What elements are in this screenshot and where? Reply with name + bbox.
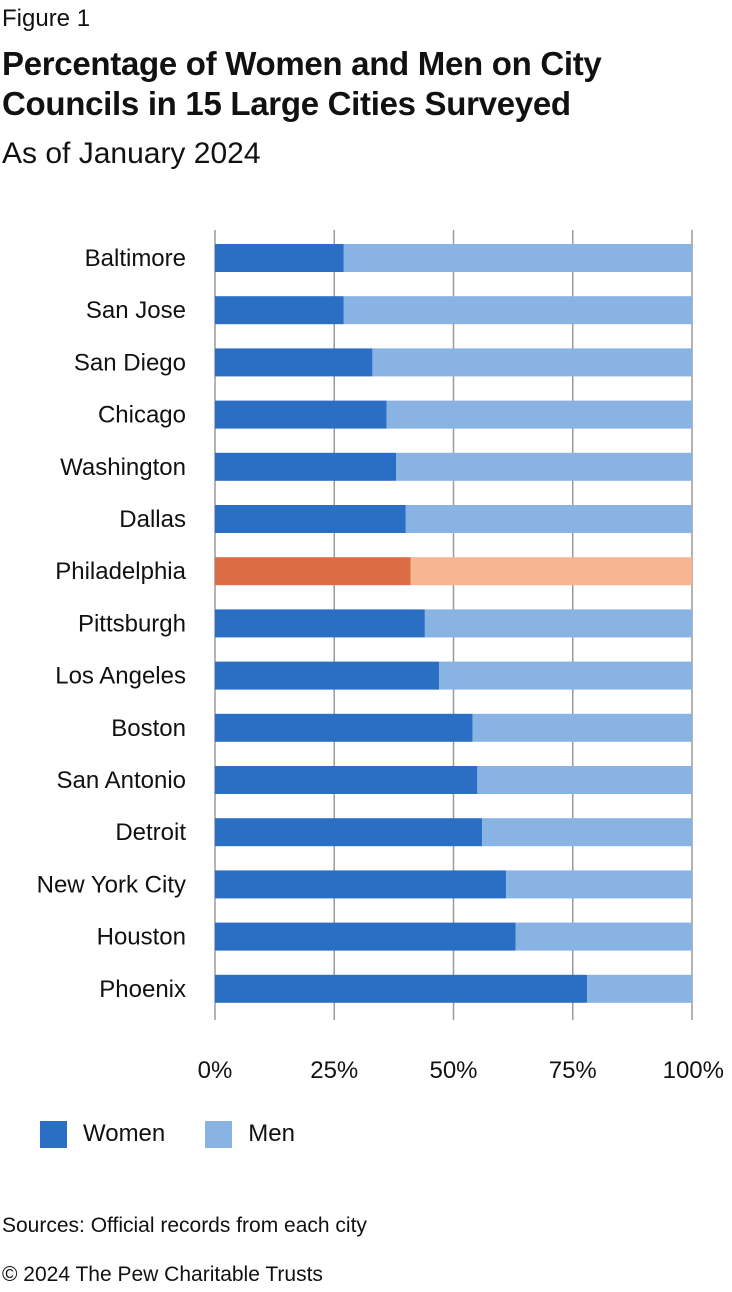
- category-label: San Antonio: [57, 767, 186, 794]
- bar-women-detroit: [215, 818, 483, 847]
- category-label: San Diego: [74, 349, 186, 376]
- bar-men-dallas: [405, 505, 692, 533]
- bar-men-philadelphia: [410, 557, 692, 586]
- bar-women-dallas: [215, 505, 406, 533]
- figure-label: Figure 1: [2, 5, 91, 32]
- bar-women-pittsburgh: [215, 609, 425, 638]
- x-tick-label: 75%: [549, 1057, 597, 1084]
- copyright-note: © 2024 The Pew Charitable Trusts: [2, 1263, 323, 1286]
- bar-women-boston: [215, 713, 473, 742]
- bar-men-san-antonio: [477, 766, 692, 794]
- category-label: Los Angeles: [55, 663, 186, 690]
- bar-men-los-angeles: [439, 661, 692, 690]
- bar-women-philadelphia: [215, 557, 411, 586]
- bar-women-phoenix: [215, 974, 588, 1003]
- category-label: New York City: [37, 871, 186, 898]
- legend-swatch-women: [40, 1120, 67, 1148]
- source-note: Sources: Official records from each city: [2, 1214, 367, 1237]
- x-tick-label: 25%: [310, 1057, 358, 1084]
- category-label: Pittsburgh: [78, 610, 186, 637]
- bar-men-chicago: [386, 400, 692, 429]
- bar-women-san-antonio: [215, 766, 478, 794]
- legend: Women Men: [40, 1120, 335, 1148]
- chart-subtitle: As of January 2024: [2, 137, 261, 170]
- category-label: Chicago: [98, 402, 186, 429]
- bar-women-houston: [215, 922, 516, 951]
- bar-women-san-diego: [215, 348, 373, 377]
- bar-women-san-jose: [215, 296, 344, 325]
- x-axis-ticks: 0% 25% 50% 75% 100%: [198, 1057, 724, 1084]
- bar-men-houston: [515, 922, 692, 951]
- x-tick-label: 0%: [198, 1057, 233, 1084]
- bar-women-los-angeles: [215, 661, 440, 690]
- category-label: Detroit: [115, 819, 186, 846]
- legend-label-women: Women: [83, 1120, 166, 1147]
- bar-men-detroit: [482, 818, 692, 847]
- x-tick-label: 50%: [429, 1057, 477, 1084]
- chart-title: Percentage of Women and Men on City Coun…: [2, 45, 602, 122]
- bar-men-baltimore: [343, 244, 692, 272]
- category-label: San Jose: [86, 297, 186, 324]
- category-label: Dallas: [119, 506, 186, 533]
- bar-women-chicago: [215, 400, 387, 429]
- category-label: Houston: [97, 924, 186, 951]
- bars: [215, 244, 692, 1003]
- bar-women-washington: [215, 452, 397, 481]
- category-label: Boston: [111, 715, 186, 742]
- bar-men-san-jose: [343, 296, 692, 325]
- bar-men-san-diego: [372, 348, 692, 377]
- category-labels: Baltimore San Jose San Diego Chicago Washing…: [37, 245, 187, 1003]
- stacked-bar-chart: Baltimore San Jose San Diego Chicago Washing…: [37, 230, 724, 1084]
- bar-men-phoenix: [587, 974, 692, 1003]
- legend-item-women: Women: [40, 1120, 165, 1148]
- bar-women-baltimore: [215, 244, 344, 272]
- bar-men-washington: [396, 452, 692, 481]
- bar-men-pittsburgh: [424, 609, 692, 638]
- legend-label-men: Men: [248, 1120, 295, 1147]
- bar-men-new-york-city: [505, 870, 692, 899]
- category-label: Baltimore: [85, 245, 186, 272]
- bar-women-new-york-city: [215, 870, 506, 899]
- legend-item-men: Men: [205, 1120, 295, 1148]
- category-label: Phoenix: [99, 976, 186, 1003]
- x-tick-label: 100%: [663, 1057, 724, 1084]
- category-label: Washington: [60, 454, 186, 481]
- bar-men-boston: [472, 713, 692, 742]
- legend-swatch-men: [205, 1120, 233, 1148]
- category-label: Philadelphia: [55, 558, 186, 585]
